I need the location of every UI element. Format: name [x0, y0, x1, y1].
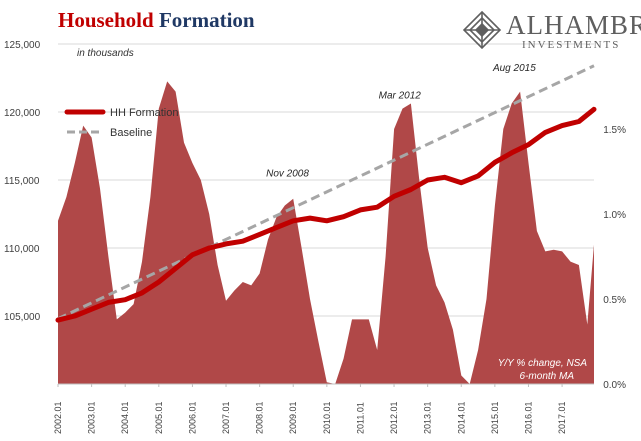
x-tick-label: 2010.01 — [322, 401, 332, 434]
baseline-series-line — [57, 64, 595, 321]
x-tick-label: 2006.01 — [187, 401, 197, 434]
x-tick-label: 2015.01 — [490, 401, 500, 434]
annotation-label: Mar 2012 — [379, 90, 422, 101]
annotation-label: Aug 2015 — [492, 63, 536, 74]
left-tick-label: 125,000 — [4, 40, 41, 51]
logo-subtitle: INVESTMENTS — [522, 39, 621, 51]
units-note: in thousands — [77, 48, 134, 59]
x-tick-label: 2014.01 — [456, 401, 466, 434]
x-tick-label: 2007.01 — [221, 401, 231, 434]
x-tick-label: 2009.01 — [288, 401, 298, 434]
logo-name: ALHAMBRA — [506, 10, 641, 40]
x-tick-label: 2004.01 — [120, 401, 130, 434]
chart-title: Household Formation — [58, 8, 255, 33]
left-tick-label: 120,000 — [4, 108, 41, 119]
left-tick-label: 110,000 — [4, 244, 40, 255]
right-tick-label: 1.0% — [603, 210, 626, 221]
alhambra-logo: ALHAMBRA INVESTMENTS — [462, 8, 641, 54]
x-axis-ticks: 2002.01 2003.01 2004.01 2005.01 2006.01 2007.… — [53, 384, 567, 434]
x-tick-label: 2003.01 — [87, 401, 97, 434]
right-tick-label: 0.0% — [603, 380, 626, 391]
x-tick-label: 2005.01 — [154, 401, 164, 434]
legend-label-baseline: Baseline — [110, 127, 152, 139]
right-tick-label: 1.5% — [603, 125, 626, 136]
left-axis-ticks: 105,000 110,000 115,000 120,000 125,000 — [4, 40, 41, 323]
left-tick-label: 105,000 — [4, 312, 41, 323]
area-note-line1: Y/Y % change, NSA — [498, 358, 588, 369]
legend: HH Formation Baseline — [64, 107, 178, 139]
x-tick-label: 2012.01 — [389, 401, 399, 434]
x-tick-label: 2008.01 — [255, 401, 265, 434]
right-tick-label: 0.5% — [603, 295, 626, 306]
x-tick-label: 2016.01 — [523, 401, 533, 434]
chart-title-part1: Household — [58, 8, 154, 32]
x-tick-label: 2017.01 — [557, 401, 567, 434]
x-tick-label: 2002.01 — [53, 401, 63, 434]
x-tick-label: 2013.01 — [423, 401, 433, 434]
area-note-line2: 6-month MA — [520, 371, 575, 382]
diamond-emblem-icon — [462, 10, 502, 50]
x-tick-label: 2011.01 — [355, 402, 365, 434]
chart-annotations: Nov 2008 Mar 2012 Aug 2015 — [266, 63, 536, 179]
right-axis-ticks: 0.0% 0.5% 1.0% 1.5% — [603, 125, 626, 391]
left-tick-label: 115,000 — [4, 176, 40, 187]
annotation-label: Nov 2008 — [266, 169, 309, 180]
yoy-change-area — [58, 81, 594, 385]
hh-formation-series-line — [55, 106, 597, 323]
chart-title-part2: Formation — [158, 8, 255, 32]
legend-label-hh-formation: HH Formation — [110, 107, 178, 119]
